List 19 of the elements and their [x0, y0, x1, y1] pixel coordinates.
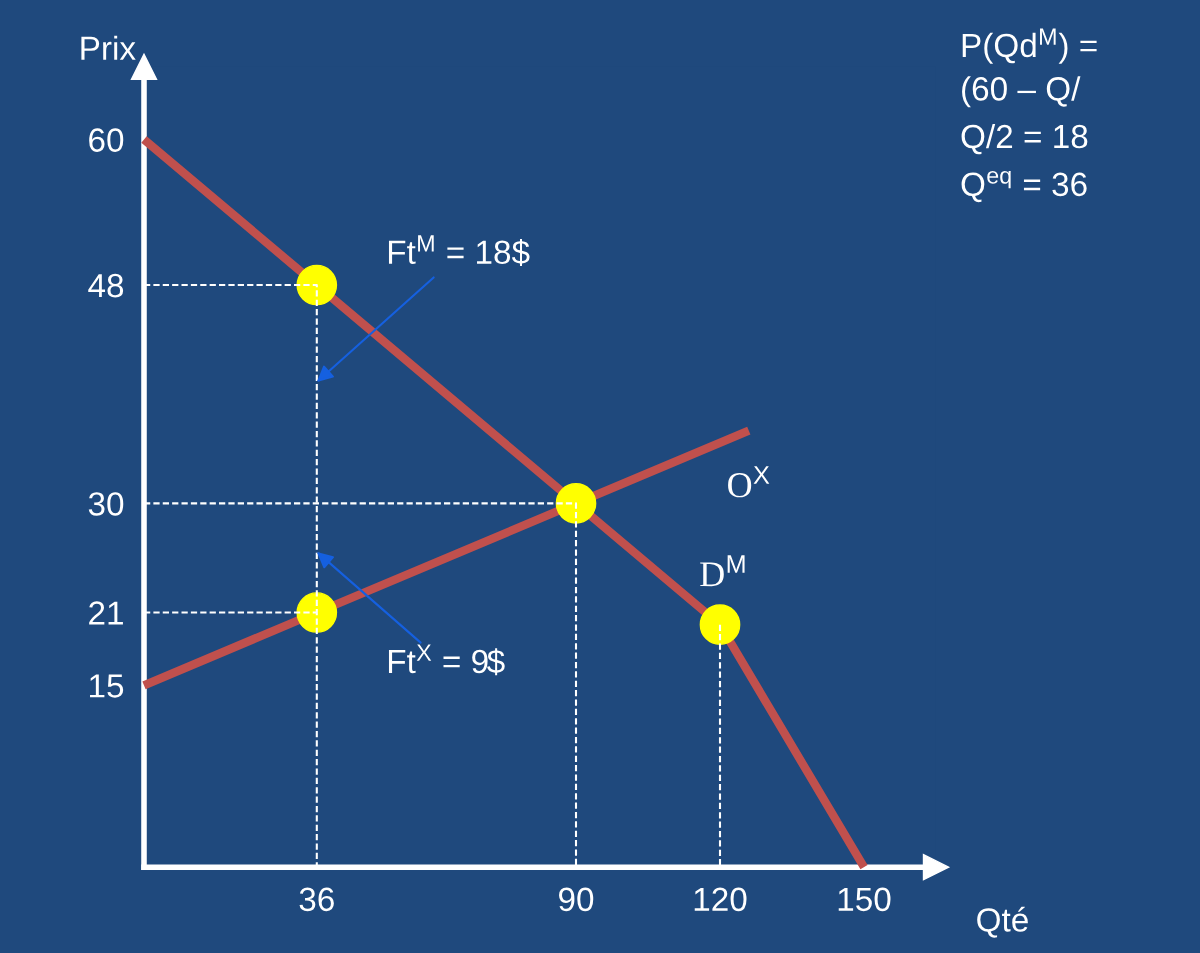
x-tick-label: 120	[694, 887, 747, 912]
y-tick-label: 48	[88, 273, 124, 298]
y-tick-label: 15	[90, 674, 124, 698]
text: Q$^{eq}$ = 36	[961, 170, 1087, 203]
text: P(Qd$^{M}$) =	[962, 28, 1097, 64]
series-label: O$^{X}$	[728, 466, 770, 498]
x-tick-label: 90	[559, 887, 594, 912]
x-tick-label: 150	[838, 887, 891, 912]
annotation: Ft$^{M}$ = 18$	[388, 235, 530, 267]
x-axis-title: Qté	[977, 906, 1028, 938]
text: (60 – Q/	[962, 76, 1081, 108]
text: Q/2 = 18	[961, 123, 1088, 155]
y-tick-label: 21	[89, 601, 123, 625]
y-tick-label: 60	[89, 128, 124, 152]
y-tick-label: 30	[88, 492, 124, 516]
y-axis-title: Prix	[81, 35, 136, 60]
x-tick-label: 36	[299, 887, 334, 912]
series-label: D$^{M}$	[700, 555, 745, 587]
annotation: Ft$^{X}$ = 9$	[388, 644, 505, 676]
